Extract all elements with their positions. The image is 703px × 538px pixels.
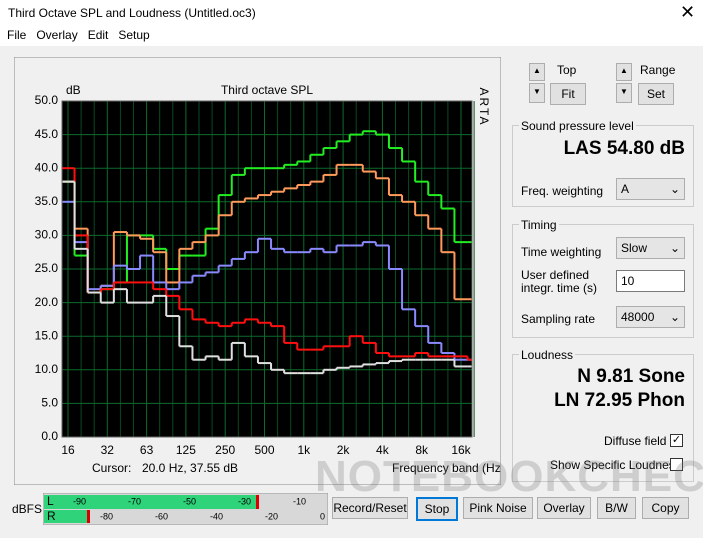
button[interactable]: Overlay [537, 497, 591, 519]
select-value: Slow [621, 241, 648, 255]
y-unit: dB [66, 83, 81, 97]
y-tick-label: 15.0 [35, 328, 59, 342]
close-button[interactable]: ✕ [680, 2, 696, 22]
meter-peak [256, 495, 259, 509]
meter-tick-label: -40 [210, 511, 223, 521]
y-tick-label: 45.0 [35, 127, 59, 141]
x-tick-label: 125 [176, 443, 196, 457]
integr-time-input[interactable]: 10 [616, 270, 685, 292]
menu-bar: File Overlay Edit Setup [0, 28, 703, 46]
button[interactable]: Pink Noise [463, 497, 533, 519]
y-tick-label: 25.0 [35, 261, 59, 275]
meter-tick-label: -80 [100, 511, 113, 521]
meter-tick-label: -20 [265, 511, 278, 521]
meter-fill [44, 510, 87, 523]
chart-title: Third octave SPL [221, 83, 313, 97]
x-tick-label: 4k [376, 443, 390, 457]
x-tick-label: 2k [337, 443, 351, 457]
y-tick-label: 5.0 [41, 396, 58, 410]
side-label: ARTA [477, 88, 491, 127]
label: Range [640, 63, 676, 77]
freq-weighting-select[interactable]: A ⌄ [616, 178, 685, 200]
y-tick-label: 0.0 [41, 429, 58, 443]
checkbox[interactable]: ✓ [670, 434, 683, 447]
chart: Third octave SPL dB Frequency band (Hz) … [14, 57, 501, 485]
y-tick-label: 30.0 [35, 228, 59, 242]
x-tick-label: 63 [140, 443, 154, 457]
label: User defined [521, 268, 590, 282]
button[interactable]: B/W [597, 497, 636, 519]
y-tick-label: 10.0 [35, 362, 59, 376]
cursor-value: 20.0 Hz, 37.55 dB [142, 461, 238, 475]
group-title: Loudness [519, 348, 576, 362]
label: Sampling rate [521, 312, 596, 326]
meter-fill [44, 495, 257, 509]
channel-label: L [47, 494, 54, 508]
spin-down[interactable]: ▼ [529, 83, 545, 103]
menu-item[interactable]: Overlay [36, 28, 78, 42]
group-title: Timing [519, 218, 559, 232]
label: Show Specific Loudness [550, 458, 681, 472]
title-bar: Third Octave SPL and Loudness (Untitled.… [0, 0, 703, 28]
x-tick-label: 8k [415, 443, 429, 457]
meter-tick-label: 0 [320, 511, 325, 521]
meter-tick-label: -30 [238, 496, 251, 506]
x-tick-label: 16 [61, 443, 75, 457]
fit-button[interactable]: Fit [550, 83, 586, 105]
x-tick-label: 32 [101, 443, 115, 457]
meter-tick-label: -60 [155, 511, 168, 521]
level-meters: L R -90 -70 -50 -30 -10 -80 -60 -40 -20 0 [43, 493, 328, 525]
label: Freq. weighting [521, 184, 604, 198]
group-title: Sound pressure level [519, 119, 636, 133]
menu-item[interactable]: Edit [87, 28, 109, 42]
x-tick-label: 1k [297, 443, 311, 457]
button[interactable]: Record/Reset [332, 497, 408, 519]
y-tick-label: 40.0 [35, 160, 59, 174]
set-button[interactable]: Set [638, 83, 674, 105]
label: Time weighting [521, 245, 602, 259]
x-tick-label: 16k [451, 443, 471, 457]
spl-value: LAS 54.80 dB [563, 138, 685, 159]
loudness-n: N 9.81 Sone [577, 366, 685, 387]
watermark: NOTEBOOKCHECK [315, 452, 703, 501]
loudness-ln: LN 72.95 Phon [554, 390, 685, 411]
y-tick-label: 20.0 [35, 295, 59, 309]
y-tick-label: 50.0 [35, 93, 59, 107]
menu-item[interactable]: File [7, 28, 27, 42]
meter-tick-label: -10 [293, 496, 306, 506]
select-value: 48000 [621, 310, 655, 324]
channel-label: R [47, 509, 56, 523]
cursor-label: Cursor: [92, 461, 131, 475]
spin-up[interactable]: ▲ [529, 63, 545, 81]
x-axis-label: Frequency band (Hz) [392, 461, 501, 475]
spin-up[interactable]: ▲ [616, 63, 632, 81]
x-tick-label: 500 [254, 443, 274, 457]
meter-tick-label: -90 [73, 496, 86, 506]
loudness-group [512, 354, 694, 482]
checkbox[interactable] [670, 458, 683, 471]
spin-down[interactable]: ▼ [616, 83, 632, 103]
select-value: A [621, 182, 630, 196]
plot-border [61, 100, 473, 438]
button[interactable]: Stop [416, 497, 458, 521]
window-title: Third Octave SPL and Loudness (Untitled.… [8, 6, 256, 20]
button[interactable]: Copy [642, 497, 689, 519]
meter-tick-label: -70 [128, 496, 141, 506]
meter-tick-label: -50 [183, 496, 196, 506]
x-tick-label: 250 [215, 443, 235, 457]
label: Diffuse field [604, 434, 667, 448]
meter-label: dBFS [12, 502, 43, 516]
time-weighting-select[interactable]: Slow ⌄ [616, 237, 685, 259]
label: integr. time (s) [521, 281, 598, 295]
meter-peak [87, 510, 90, 523]
y-tick-label: 35.0 [35, 194, 59, 208]
sampling-rate-select[interactable]: 48000 ⌄ [616, 306, 685, 328]
menu-item[interactable]: Setup [118, 28, 150, 42]
label: Top [557, 63, 577, 77]
